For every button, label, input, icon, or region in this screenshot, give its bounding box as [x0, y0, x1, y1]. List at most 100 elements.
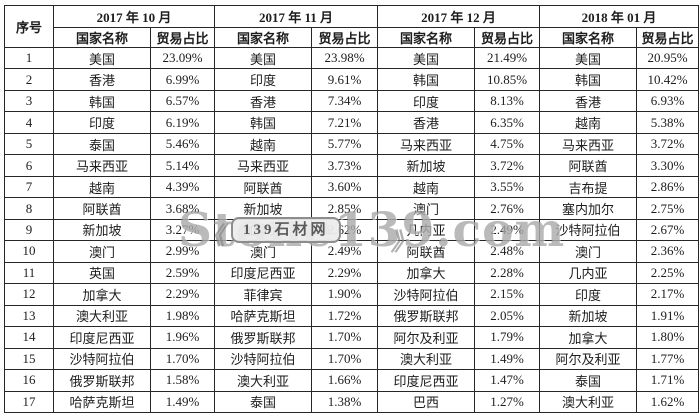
country-cell: 阿联酋	[214, 175, 313, 199]
country-cell: 澳大利亚	[53, 304, 151, 328]
country-cell: 韩国	[53, 89, 151, 113]
share-cell: 5.46%	[149, 132, 216, 156]
serial-cell: 5	[4, 132, 54, 156]
serial-cell: 15	[4, 347, 54, 371]
share-cell: 10.42%	[636, 68, 700, 91]
country-cell: 加拿大	[539, 326, 638, 349]
country-cell: 印度尼西亚	[377, 369, 476, 392]
country-cell: 几内亚	[377, 218, 476, 242]
country-cell: 俄罗斯联邦	[53, 369, 151, 392]
serial-cell: 14	[4, 326, 54, 349]
country-cell: 美国	[377, 46, 476, 70]
share-cell: 3.55%	[474, 175, 541, 199]
country-cell: 泰国	[214, 390, 313, 413]
share-cell: 5.14%	[149, 154, 216, 177]
country-column-header: 国家名称	[214, 27, 313, 48]
share-cell: 1.90%	[311, 283, 379, 306]
country-cell: 韩国	[377, 68, 476, 91]
country-cell: 美国	[539, 46, 638, 70]
country-cell: 俄罗斯联邦	[214, 326, 313, 349]
serial-cell: 17	[4, 390, 54, 413]
share-cell: 2.85%	[311, 197, 379, 220]
share-cell: 1.91%	[636, 304, 700, 328]
table-row: 14 印度尼西亚 1.96% 俄罗斯联邦 1.70% 阿尔及利亚 1.79% 加拿大 1.80%	[4, 326, 700, 349]
table-row: 12 加拿大 2.29% 菲律宾 1.90% 沙特阿拉伯 2.15% 印度 2.17%	[4, 283, 700, 306]
share-cell: 20.95%	[636, 46, 700, 70]
share-cell: 1.38%	[311, 390, 379, 413]
country-cell: 沙特阿拉伯	[377, 283, 476, 306]
share-cell: 1.62%	[636, 390, 700, 413]
country-cell: 阿联酋	[377, 240, 476, 263]
country-cell: 澳门	[377, 197, 476, 220]
share-cell: 3.72%	[636, 132, 700, 156]
serial-cell: 12	[4, 283, 54, 306]
country-cell: 巴西	[377, 390, 476, 413]
share-cell: 1.80%	[636, 326, 700, 349]
country-cell: 马来西亚	[53, 154, 151, 177]
share-cell: 2.28%	[474, 261, 541, 285]
share-cell: 2.17%	[636, 283, 700, 306]
share-cell: 7.34%	[311, 89, 379, 113]
country-cell: 阿联酋	[539, 154, 638, 177]
share-cell: 3.30%	[636, 154, 700, 177]
country-cell: 哈萨克斯坦	[53, 390, 151, 413]
country-cell: 韩国	[214, 111, 313, 134]
country-cell: 沙特阿拉伯	[539, 218, 638, 242]
table-row: 15 沙特阿拉伯 1.70% 沙特阿拉伯 1.70% 澳大利亚 1.49% 阿尔及利亚 1.77…	[4, 347, 700, 371]
share-cell: 6.35%	[474, 111, 541, 134]
share-cell: 6.57%	[149, 89, 216, 113]
country-cell: 韩国	[539, 68, 638, 91]
share-cell: 2.15%	[474, 283, 541, 306]
table-row: 6 马来西亚 5.14% 马来西亚 3.73% 新加坡 3.72% 阿联酋 3.30%	[4, 154, 700, 177]
table-row: 16 俄罗斯联邦 1.58% 澳大利亚 1.66% 印度尼西亚 1.47% 泰国 1.71%	[4, 369, 700, 392]
country-cell: 几内亚	[539, 261, 638, 285]
country-cell: 阿尔及利亚	[377, 326, 476, 349]
share-cell: 2.76%	[474, 197, 541, 220]
serial-cell: 3	[4, 89, 54, 113]
month-header-row: 序号 2017 年 10 月 2017 年 11 月 2017 年 12 月 2…	[4, 5, 700, 48]
share-cell: 1.70%	[311, 326, 379, 349]
country-cell: 越南	[377, 175, 476, 199]
country-cell: 俄罗斯联邦	[377, 304, 476, 328]
table-row: 11 英国 2.59% 印度尼西亚 2.29% 加拿大 2.28% 几内亚 2.25%	[4, 261, 700, 285]
sub-header-row: 国家名称 贸易占比 国家名称 贸易占比 国家名称 贸易占比 国家名称 贸易占比	[5, 27, 700, 48]
share-cell: 21.49%	[474, 46, 541, 70]
country-cell: 吉布提	[539, 175, 638, 199]
country-cell: 新加坡	[377, 154, 476, 177]
share-cell: 1.49%	[149, 390, 216, 413]
share-column-header: 贸易占比	[636, 27, 700, 48]
country-column-header: 国家名称	[53, 27, 151, 48]
country-cell: 泰国	[53, 132, 151, 156]
country-cell: 美国	[214, 46, 313, 70]
serial-cell: 4	[4, 111, 54, 134]
country-column-header: 国家名称	[539, 27, 638, 48]
share-cell: 8.13%	[474, 89, 541, 113]
share-column-header: 贸易占比	[474, 27, 541, 48]
share-cell: 2.29%	[311, 261, 379, 285]
share-cell: 7.21%	[311, 111, 379, 134]
country-cell: 英国	[53, 261, 151, 285]
share-cell: 3.72%	[474, 154, 541, 177]
serial-cell: 2	[4, 68, 54, 91]
share-cell: 5.38%	[636, 111, 700, 134]
table-row: 10 澳门 2.99% 澳门 2.49% 阿联酋 2.48% 澳门 2.36%	[4, 240, 700, 263]
month-header-jan-2018: 2018 年 01 月	[539, 5, 700, 28]
month-header-dec-2017: 2017 年 12 月	[377, 5, 541, 28]
table-row: 1 美国 23.09% 美国 23.98% 美国 21.49% 美国 20.95%	[4, 46, 700, 70]
share-cell: 2.59%	[149, 261, 216, 285]
serial-cell: 1	[4, 46, 54, 70]
serial-cell: 7	[4, 175, 54, 199]
country-cell: 香港	[214, 89, 313, 113]
country-cell: 阿尔及利亚	[539, 347, 638, 371]
country-cell: 哈萨克斯坦	[214, 304, 313, 328]
share-cell: 1.70%	[311, 347, 379, 371]
share-cell: 9.61%	[311, 68, 379, 91]
country-cell: 香港	[377, 111, 476, 134]
serial-cell: 9	[4, 218, 54, 242]
share-cell: 4.39%	[149, 175, 216, 199]
country-cell: 塞内加尔	[539, 197, 638, 220]
share-cell: 1.98%	[149, 304, 216, 328]
table-row: 9 新加坡 3.27% 加拿大 2.62% 几内亚 2.49% 沙特阿拉伯 2.67%	[4, 218, 700, 242]
serial-cell: 16	[4, 369, 54, 392]
country-cell: 阿联酋	[53, 197, 151, 220]
